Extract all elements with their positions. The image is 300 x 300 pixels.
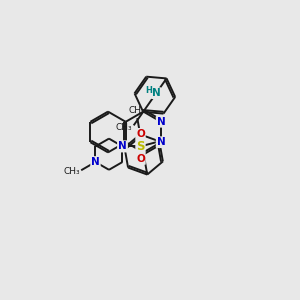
Text: H: H xyxy=(145,85,152,94)
Text: O: O xyxy=(136,154,145,164)
Text: CH₃: CH₃ xyxy=(116,123,132,132)
Text: CH₃: CH₃ xyxy=(63,167,80,176)
Text: N: N xyxy=(152,88,161,98)
Text: N: N xyxy=(118,141,127,152)
Text: N: N xyxy=(118,141,127,152)
Text: O: O xyxy=(136,129,145,139)
Text: S: S xyxy=(136,140,145,153)
Text: N: N xyxy=(157,117,165,127)
Text: N: N xyxy=(157,137,165,147)
Text: N: N xyxy=(91,157,100,167)
Text: CH₃: CH₃ xyxy=(128,106,145,115)
